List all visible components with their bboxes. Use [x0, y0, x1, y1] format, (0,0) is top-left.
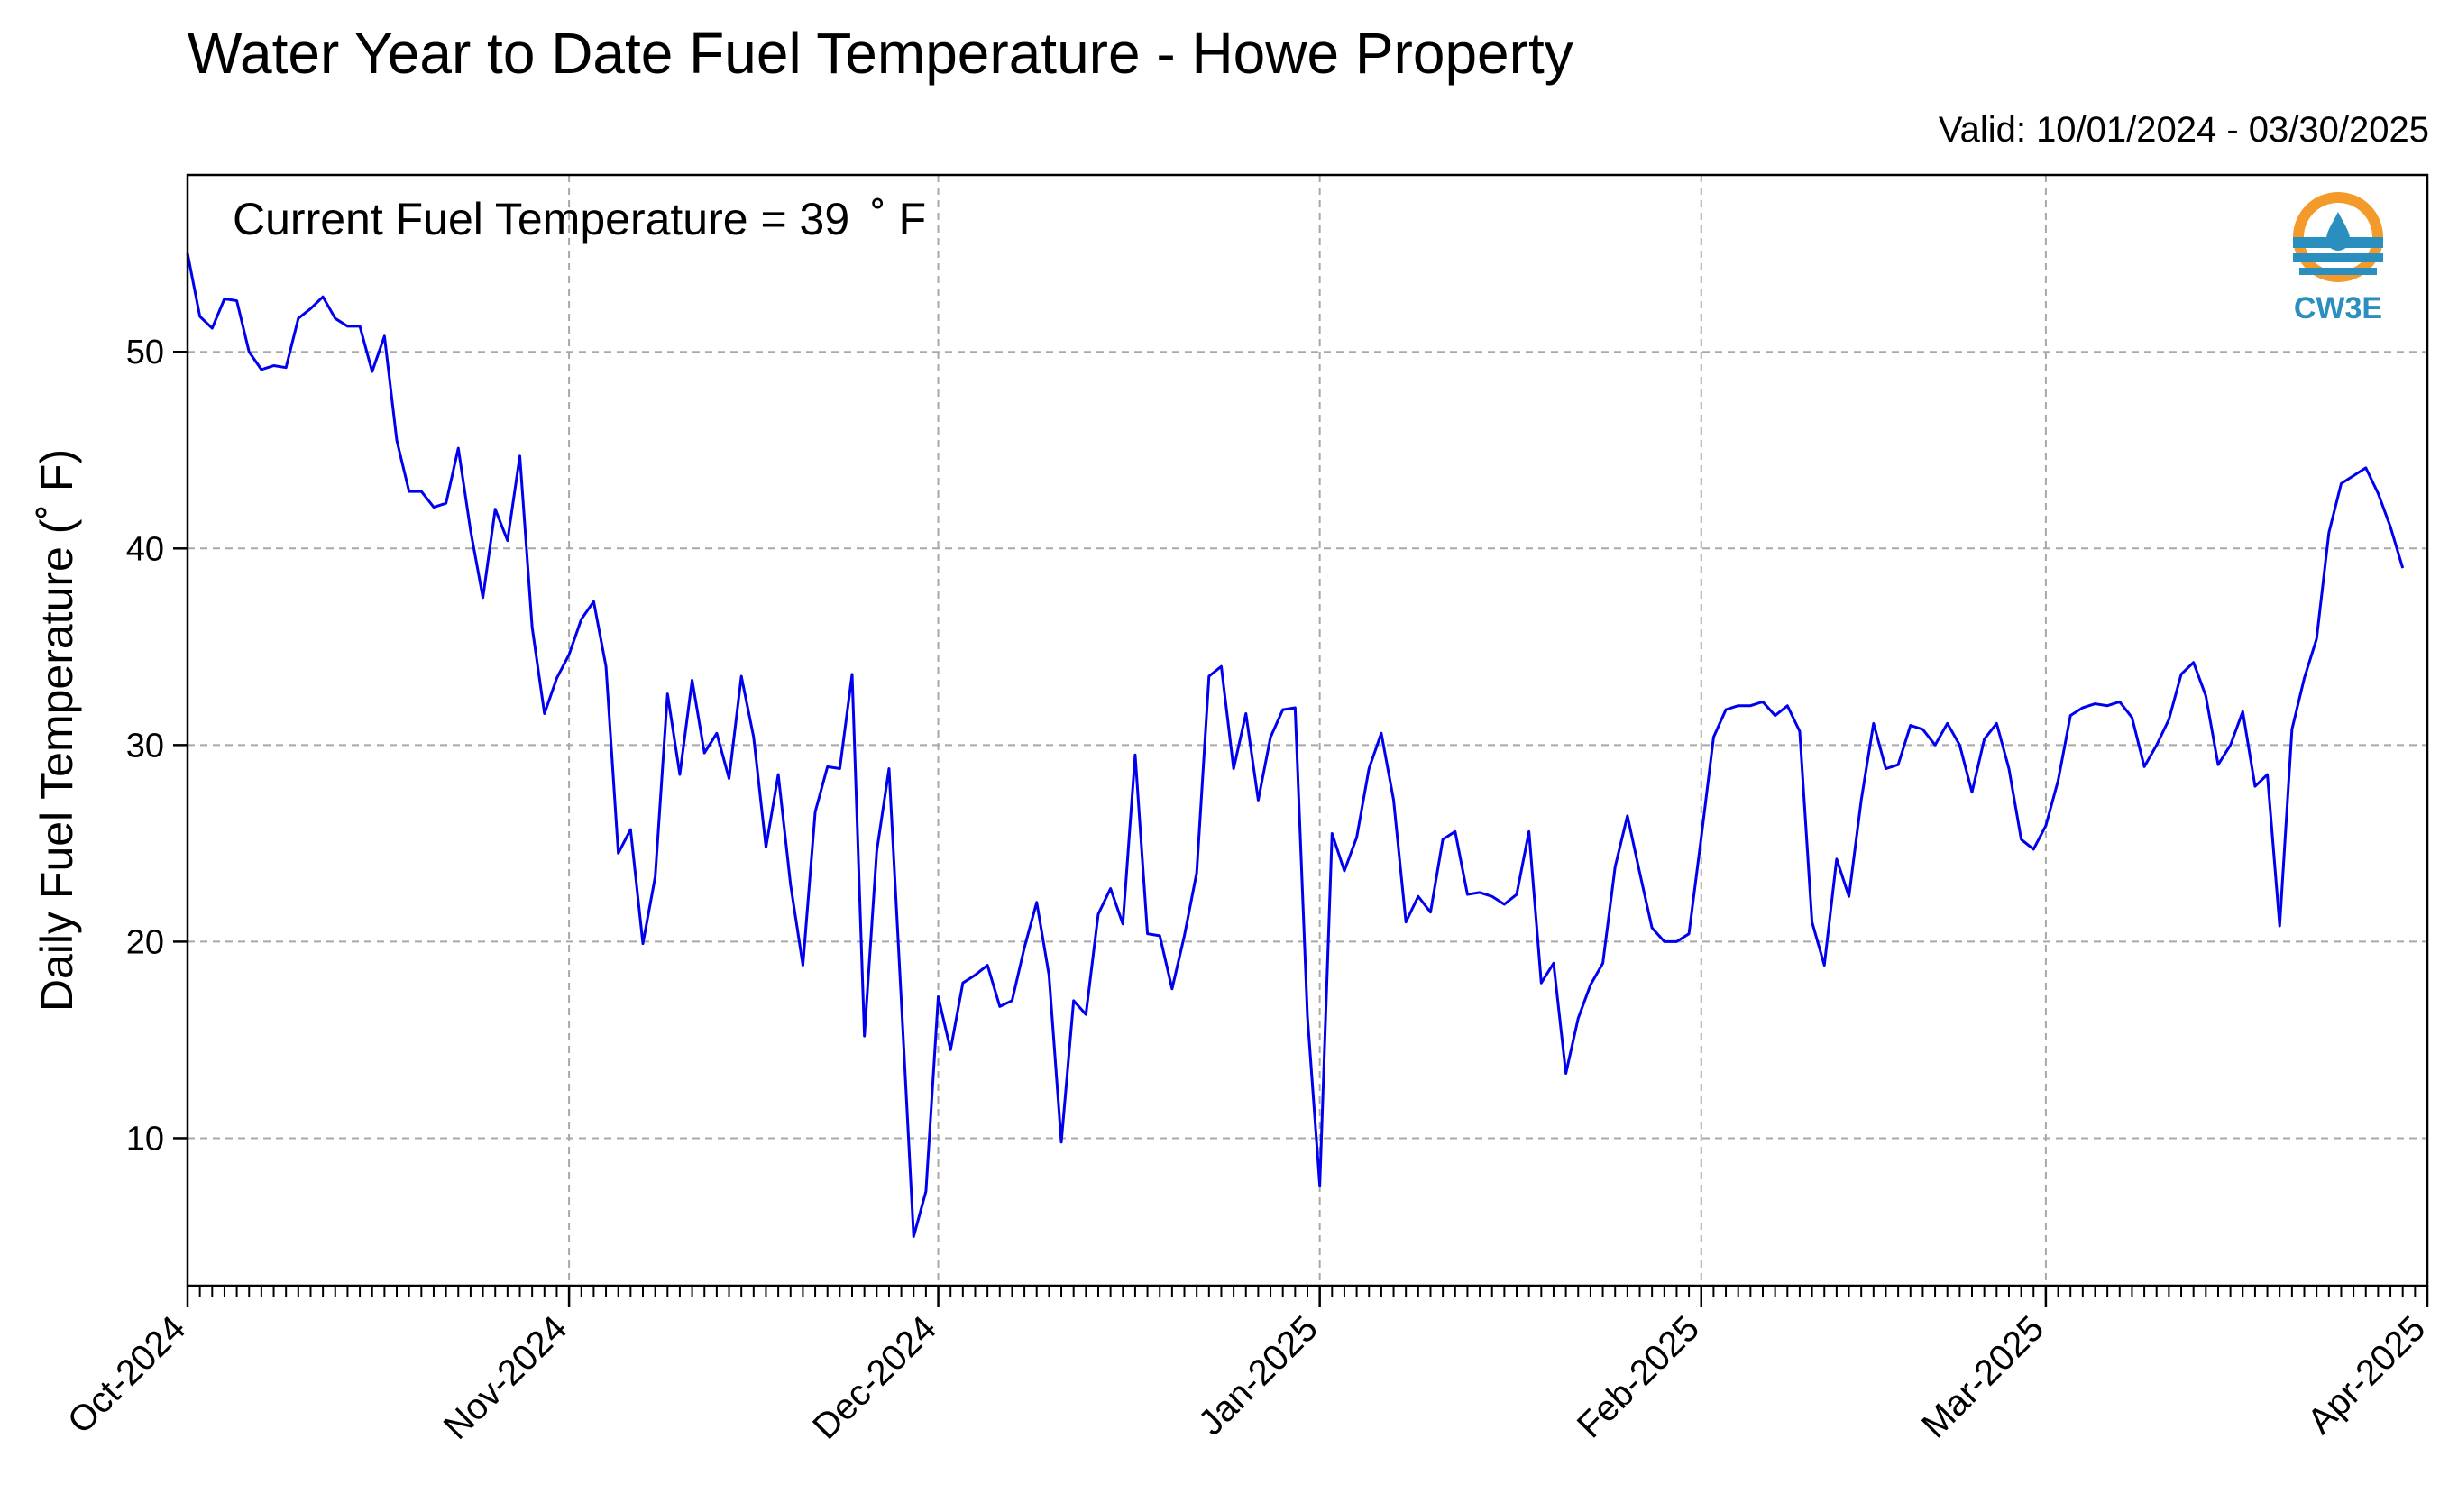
grid-lines: [188, 175, 2427, 1286]
x-tick-label: Mar-2025: [1914, 1308, 2051, 1445]
x-tick-label: Feb-2025: [1570, 1308, 1707, 1445]
x-tick-label: Jan-2025: [1191, 1308, 1325, 1443]
x-tick-label: Nov-2024: [436, 1308, 575, 1447]
y-tick-label: 20: [126, 923, 164, 961]
chart-title: Water Year to Date Fuel Temperature - Ho…: [188, 21, 1573, 86]
x-tick-label: Dec-2024: [805, 1308, 944, 1447]
axis-ticks: [173, 350, 2429, 1307]
fuel-temperature-line: [186, 252, 2405, 1238]
y-tick-label: 50: [126, 334, 164, 371]
y-axis-label: Daily Fuel Temperature (˚ F): [32, 449, 82, 1012]
logo-text: CW3E: [2294, 291, 2382, 325]
y-tick-label: 10: [126, 1120, 164, 1158]
cw3e-logo: CW3E: [2293, 192, 2383, 325]
x-tick-label: Oct-2024: [60, 1308, 193, 1441]
y-tick-label: 40: [126, 530, 164, 568]
valid-date-range: Valid: 10/01/2024 - 03/30/2025: [1938, 110, 2429, 150]
series-layer: [186, 252, 2405, 1238]
y-tick-label: 30: [126, 727, 164, 765]
axis-labels: 10 20 30 40 50 Oct-2024 Nov-2024 Dec-2024 Jan-20…: [60, 334, 2433, 1447]
x-tick-label: Apr-2025: [2300, 1308, 2433, 1441]
plot-frame: [186, 173, 2429, 1287]
current-fuel-temperature: Current Fuel Temperature = 39 ˚ F: [233, 194, 926, 244]
